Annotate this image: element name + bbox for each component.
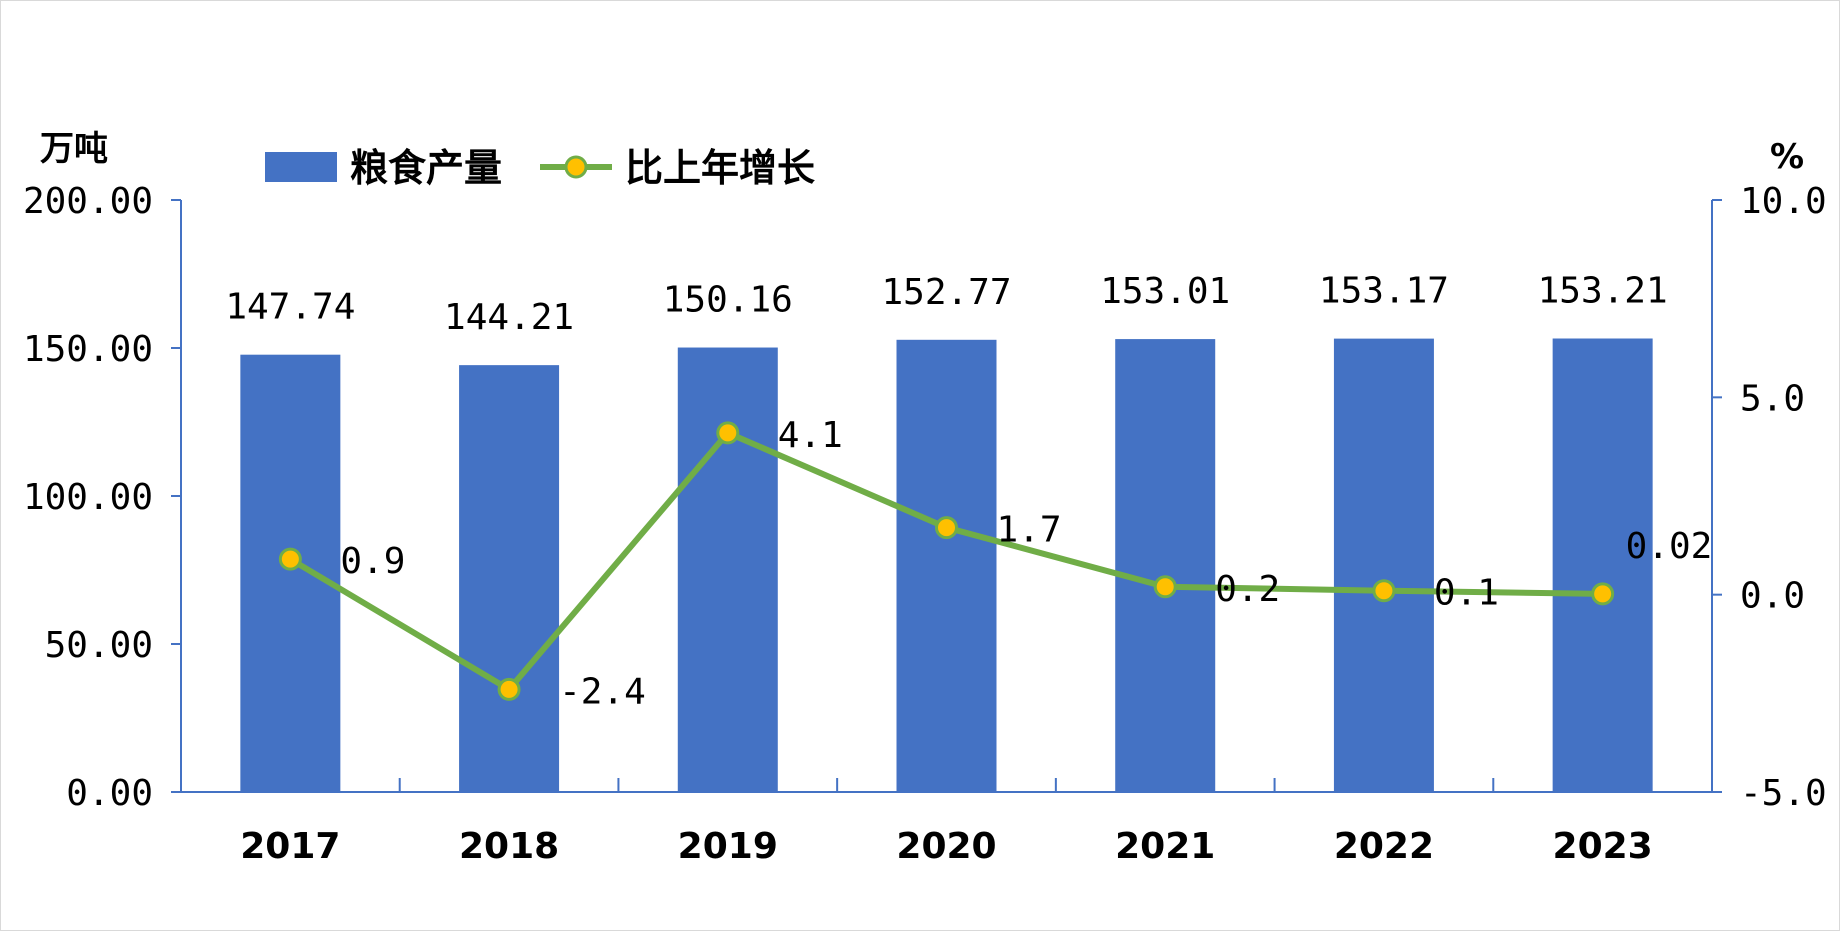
bar bbox=[677, 347, 778, 792]
legend-line-label: 比上年增长 bbox=[625, 146, 815, 190]
growth-point bbox=[1591, 582, 1615, 606]
right-axis-tick-label: 5.0 bbox=[1740, 378, 1805, 419]
bar bbox=[896, 339, 997, 792]
bar bbox=[1552, 338, 1653, 792]
bar bbox=[240, 354, 341, 792]
x-axis-category-label: 2017 bbox=[240, 826, 340, 867]
x-axis-category-label: 2023 bbox=[1553, 826, 1653, 867]
x-axis-category-label: 2018 bbox=[459, 826, 559, 867]
data-labels: 147.74 144.21 150.16 152.77 153.01 153.17 153.… bbox=[225, 270, 1712, 712]
growth-value-label: 0.2 bbox=[1215, 569, 1280, 610]
right-axis-unit: % bbox=[1770, 137, 1804, 177]
x-axis-category-label: 2022 bbox=[1334, 826, 1434, 867]
growth-point bbox=[935, 516, 958, 540]
bar-value-label: 144.21 bbox=[444, 297, 574, 338]
left-axis-unit: 万吨 bbox=[40, 129, 108, 169]
growth-point bbox=[497, 677, 521, 701]
x-axis-category-label: 2020 bbox=[896, 826, 996, 867]
bar-value-label: 153.01 bbox=[1100, 271, 1230, 312]
growth-value-label: 1.7 bbox=[997, 510, 1062, 551]
left-axis-tick-label: 150.00 bbox=[23, 329, 153, 370]
bar-value-label: 152.77 bbox=[881, 272, 1011, 313]
left-axis-tick-label: 0.00 bbox=[66, 773, 153, 814]
legend-bar-label: 粮食产量 bbox=[350, 146, 502, 190]
legend-bar-swatch bbox=[265, 152, 337, 182]
growth-value-label: -2.4 bbox=[559, 671, 646, 712]
left-axis-tick-label: 50.00 bbox=[45, 625, 153, 666]
growth-value-label: 4.1 bbox=[778, 415, 843, 456]
axes: 0.00 50.00 100.00 150.00 200.00 -5.0 0.0 5.0 10.… bbox=[23, 129, 1827, 867]
bar-value-label: 153.17 bbox=[1319, 271, 1449, 312]
bar bbox=[1333, 338, 1434, 792]
growth-point bbox=[1153, 575, 1177, 599]
growth-point bbox=[278, 547, 302, 571]
right-axis-tick-label: -5.0 bbox=[1740, 773, 1827, 814]
legend: 粮食产量 比上年增长 bbox=[265, 146, 815, 190]
growth-point bbox=[716, 421, 740, 445]
bar bbox=[1115, 339, 1216, 792]
bar-series bbox=[240, 338, 1653, 792]
growth-value-label: 0.02 bbox=[1626, 526, 1713, 567]
left-axis-tick-label: 100.00 bbox=[23, 477, 153, 518]
legend-line-marker bbox=[564, 155, 588, 179]
bar-value-label: 150.16 bbox=[663, 280, 793, 321]
right-axis-tick-label: 10.0 bbox=[1740, 181, 1827, 222]
x-axis-category-label: 2019 bbox=[678, 826, 778, 867]
growth-value-label: 0.1 bbox=[1434, 573, 1499, 614]
left-axis-tick-label: 200.00 bbox=[23, 181, 153, 222]
growth-point bbox=[1372, 579, 1396, 603]
growth-value-label: 0.9 bbox=[340, 541, 405, 582]
bar-value-label: 153.21 bbox=[1538, 270, 1668, 311]
right-axis-tick-label: 0.0 bbox=[1740, 576, 1805, 617]
bar-value-label: 147.74 bbox=[225, 287, 355, 328]
x-axis-category-label: 2021 bbox=[1115, 826, 1215, 867]
bar bbox=[459, 365, 560, 792]
line-series bbox=[278, 421, 1615, 701]
